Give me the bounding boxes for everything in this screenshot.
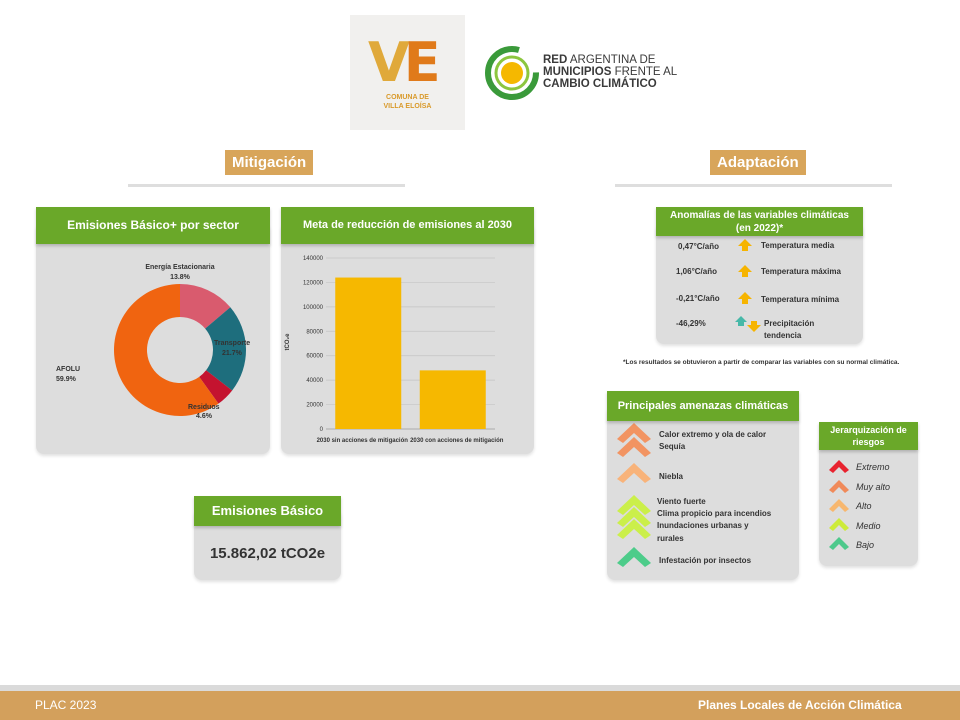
amenaza-6: rurales [657,534,684,543]
amenaza-7: Infestación por insectos [659,556,752,565]
chevron-up-icon [617,547,651,567]
amenaza-1: Sequía [659,442,686,451]
emisiones-sector-card: Energía Estacionaria 13.8% Transporte 21… [36,222,270,454]
nivel-medio: Medio [856,521,881,531]
y-tick-label: 40000 [306,378,323,384]
amenazas-card: Calor extremo y ola de calor Sequía Nieb… [607,405,799,580]
y-tick-label: 20000 [306,403,323,409]
anomalia-value-0: 0,47°C/año [678,242,719,251]
emisiones-donut-chart: Energía Estacionaria 13.8% Transporte 21… [56,264,250,420]
chevron-up-icon [829,499,849,512]
emisiones-basico-value: 15.862,02 tCO2e [209,545,326,562]
nivel-muy-alto: Muy alto [856,482,891,492]
chevron-up-icon [617,463,651,483]
donut-slice-residuos [199,370,233,404]
arrow-up-icon [738,239,752,251]
jerarquia-card: Extremo Muy alto Alto Medio Bajo [819,435,918,566]
emisiones-basico-title: Emisiones Básico [194,496,341,526]
anomalias-note: *Los resultados se obtuvieron a partir d… [623,359,900,366]
y-tick-label: 120000 [303,280,324,286]
chevron-up-icon [829,537,849,550]
arrows-up-down-icon [735,316,761,332]
amenaza-5: Inundaciones urbanas y [657,521,749,530]
adaptacion-divider [615,184,892,187]
ve-logo-subtitle: COMUNA DE VILLA ELOÍSA [383,94,432,110]
nivel-extremo: Extremo [856,462,890,472]
ramcc-logo-text: RED ARGENTINA DE MUNICIPIOS FRENTE AL CA… [543,54,678,90]
anomalia-value-2: -0,21°C/año [676,294,720,303]
bar-2 [419,370,486,429]
arrow-up-icon [738,292,752,304]
pct-transporte: 21.7% [222,350,243,357]
anomalia-label-0: Temperatura media [761,241,835,250]
chevron-up-icon [617,519,651,539]
emisiones-sector-title: Emisiones Básico+ por sector [36,207,270,244]
donut-slice-afolu [114,284,219,416]
meta-reduccion-title: Meta de reducción de emisiones al 2030 [281,207,534,244]
chevron-up-icon [617,495,651,515]
y-tick-label: 100000 [303,305,324,311]
y-tick-label: 0 [320,427,324,433]
donut-slice-energ-a-estacionaria [180,284,231,329]
chevron-up-icon [829,460,849,473]
amenaza-0: Calor extremo y ola de calor [659,430,767,439]
adaptacion-header: Adaptación [710,150,806,175]
label-afolu: AFOLU [56,366,80,373]
pct-afolu: 59.9% [56,376,77,383]
anomalia-label-1: Temperatura máxima [761,267,841,276]
ramcc-logo-icon [485,46,539,100]
mitigacion-divider [128,184,405,187]
footer-left-text: PLAC 2023 [35,698,97,712]
pct-energia-estacionaria: 13.8% [170,274,191,281]
arrow-up-icon [738,265,752,277]
villa-eloisa-logo: VE COMUNA DE VILLA ELOÍSA [350,15,465,130]
label-transporte: Transporte [214,340,250,347]
anomalias-card: 0,47°C/año Temperatura media 1,06°C/año … [656,222,863,344]
anomalia-label-3b: tendencia [764,331,802,340]
anomalia-value-1: 1,06°C/año [676,267,717,276]
chevron-up-icon [617,507,651,527]
chevron-up-icon [617,423,651,443]
nivel-alto: Alto [856,501,872,511]
x-tick-label: 2030 con acciones de mitigación [410,438,504,444]
footer-bar [0,691,960,720]
jerarquia-title: Jerarquización de riesgos [819,422,918,450]
chevron-up-icon [829,480,849,493]
label-residuos: Residuos [188,404,220,411]
anomalia-value-3: -46,29% [676,319,706,328]
y-tick-label: 140000 [303,256,324,262]
mitigacion-header: Mitigación [225,150,314,175]
chevron-up-icon [617,437,651,457]
ve-logo-letters: VE [368,31,441,94]
chevron-up-icon [829,518,849,531]
anomalia-label-3a: Precipitación [764,319,815,328]
y-tick-label: 80000 [306,329,323,335]
donut-slice-transporte [205,307,247,391]
amenazas-title: Principales amenazas climáticas [607,391,799,421]
meta-reduccion-card: 0 20000 40000 60000 80000 100000 120000 140000 … [281,222,534,454]
anomalia-label-2: Temperatura mínima [761,295,840,304]
label-energia-estacionaria: Energía Estacionaria [145,264,214,271]
bar-y-axis-label: tCO₂e [285,333,291,351]
nivel-bajo: Bajo [856,540,875,550]
footer-right-text: Planes Locales de Acción Climática [698,698,902,712]
amenaza-2: Niebla [659,472,684,481]
amenaza-4: Clima propicio para incendios [657,509,772,518]
meta-bar-chart: 020000400006000080000100000120000140000 … [285,256,504,444]
amenazas-chevrons [617,423,651,567]
amenaza-3: Viento fuerte [657,497,706,506]
bar-1 [335,277,402,429]
y-tick-label: 60000 [306,354,323,360]
footer-strip [0,685,960,691]
x-tick-label: 2030 sin acciones de mitigación [317,438,409,444]
pct-residuos: 4.6% [196,413,213,420]
jerarquia-chevrons [829,460,849,550]
anomalias-title: Anomalías de las variables climáticas (e… [656,207,863,236]
